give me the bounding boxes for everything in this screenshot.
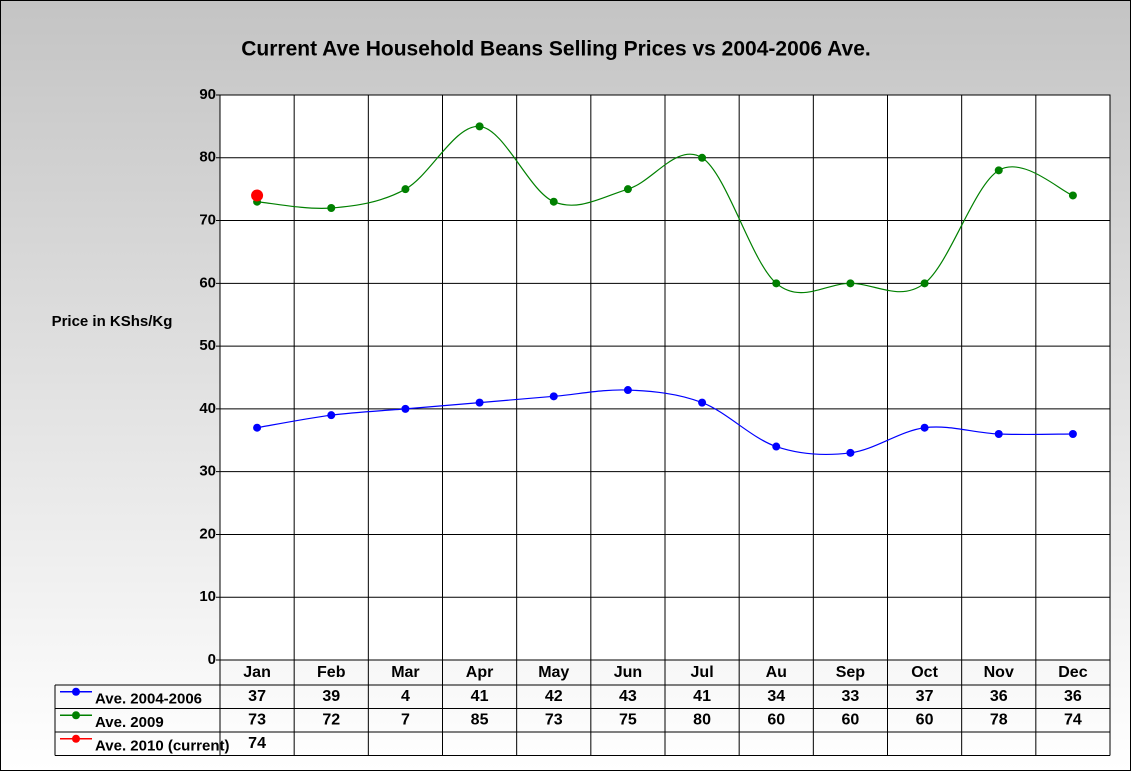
data-point [698,153,707,162]
data-point [772,442,781,451]
legend-label: Ave. 2010 (current) [95,738,230,755]
y-tick-label: 0 [208,651,216,668]
x-tick-label: Apr [466,664,494,681]
legend-marker [72,711,80,720]
table-value: 41 [471,688,489,705]
table-value: 60 [916,711,934,728]
legend-label: Ave. 2009 [95,714,164,731]
table-value: 74 [248,735,266,752]
x-tick-label: Dec [1058,664,1087,681]
table-value: 43 [619,688,637,705]
data-point [475,122,484,131]
x-tick-label: May [538,664,569,681]
table-value: 78 [990,711,1008,728]
y-tick-label: 10 [199,588,216,605]
y-tick-label: 70 [199,212,216,229]
x-tick-label: Mar [391,664,419,681]
table-value: 72 [322,711,340,728]
table-value: 73 [248,711,266,728]
y-tick-label: 80 [199,149,216,166]
data-point [920,279,929,288]
legend-label: Ave. 2004-2006 [95,691,202,708]
y-tick-label: 20 [199,525,216,542]
table-value: 39 [322,688,340,705]
x-tick-label: Au [766,664,787,681]
data-point [549,392,558,401]
data-point [994,430,1003,438]
data-point [401,404,410,413]
data-point [846,448,855,457]
y-tick-label: 50 [199,337,216,354]
data-point [772,279,781,288]
table-value: 42 [545,688,563,705]
data-point [549,197,558,206]
data-point [401,185,410,194]
series-line [256,389,1073,456]
x-tick-label: Nov [984,664,1014,681]
table-value: 7 [401,711,410,728]
y-tick-label: 40 [199,400,216,417]
data-point [253,423,262,432]
data-point [251,189,264,202]
table-value: 4 [401,688,410,705]
data-point [846,279,855,288]
x-tick-label: Feb [317,664,346,681]
data-point [1068,430,1077,438]
table-value: 60 [842,711,860,728]
y-tick-label: 90 [199,86,216,103]
data-point [920,423,929,432]
table-value: 73 [545,711,563,728]
data-point [327,204,336,212]
data-point [994,166,1003,175]
y-axis-label: Price in KShs/Kg [52,313,173,330]
x-tick-label: Jun [614,664,642,681]
table-value: 60 [767,711,785,728]
x-tick-label: Oct [911,664,938,681]
x-tick-label: Jan [243,664,271,681]
x-tick-label: Jul [691,664,714,681]
y-tick-label: 30 [199,463,216,480]
y-tick-label: 60 [199,274,216,291]
legend-marker [72,734,80,743]
data-point [327,411,336,420]
table-value: 74 [1064,711,1082,728]
table-value: 80 [693,711,711,728]
legend-marker [72,687,80,696]
table-value: 85 [471,711,489,728]
data-point [623,185,632,194]
chart-title: Current Ave Household Beans Selling Pric… [241,38,871,61]
table-value: 33 [842,688,860,705]
data-point [1068,191,1077,200]
data-point [475,398,484,407]
table-value: 75 [619,711,637,728]
table-value: 37 [248,688,266,705]
table-value: 37 [916,688,934,705]
data-point [698,398,707,407]
table-value: 34 [767,688,785,705]
x-tick-label: Sep [836,664,866,681]
table-value: 36 [1064,688,1082,705]
table-value: 36 [990,688,1008,705]
table-value: 41 [693,688,711,705]
data-point [623,386,632,395]
